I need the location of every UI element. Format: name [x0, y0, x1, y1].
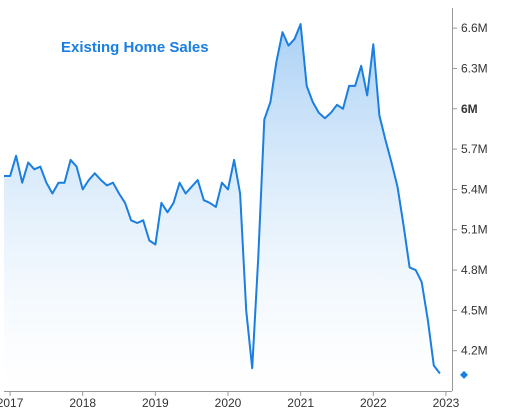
- y-tick-label: 6.6M: [461, 21, 488, 35]
- x-tick-label: 2020: [215, 396, 242, 410]
- series-line: [4, 23, 441, 375]
- x-tick-label: 2017: [0, 396, 24, 410]
- y-axis-ticks: 4.2M 4.5M 4.8M 5.1M 5.4M 5.7M 6M 6.3M 6.6M: [452, 21, 488, 358]
- y-tick-label: 5.4M: [461, 182, 488, 196]
- x-tick-label: 2018: [69, 396, 96, 410]
- marker-layer: [460, 370, 468, 379]
- y-tick-label: 6.3M: [461, 61, 488, 75]
- latest-value-marker: [460, 370, 468, 379]
- x-axis-ticks: 2017 2018 2019 2020 2021 2022 2023: [0, 391, 460, 410]
- area-layer: [4, 23, 441, 391]
- series-area-fill: [4, 24, 440, 391]
- x-tick-label: 2023: [433, 396, 460, 410]
- x-tick-label: 2019: [142, 396, 169, 410]
- x-tick-label: 2021: [287, 396, 314, 410]
- x-tick-label: 2022: [360, 396, 387, 410]
- y-tick-label: 6M: [461, 102, 478, 116]
- y-tick-label: 5.7M: [461, 142, 488, 156]
- chart-title: Existing Home Sales: [61, 39, 209, 56]
- y-tick-label: 4.5M: [461, 303, 488, 317]
- y-tick-label: 5.1M: [461, 223, 488, 237]
- y-tick-label: 4.2M: [461, 344, 488, 358]
- y-tick-label: 4.8M: [461, 263, 488, 277]
